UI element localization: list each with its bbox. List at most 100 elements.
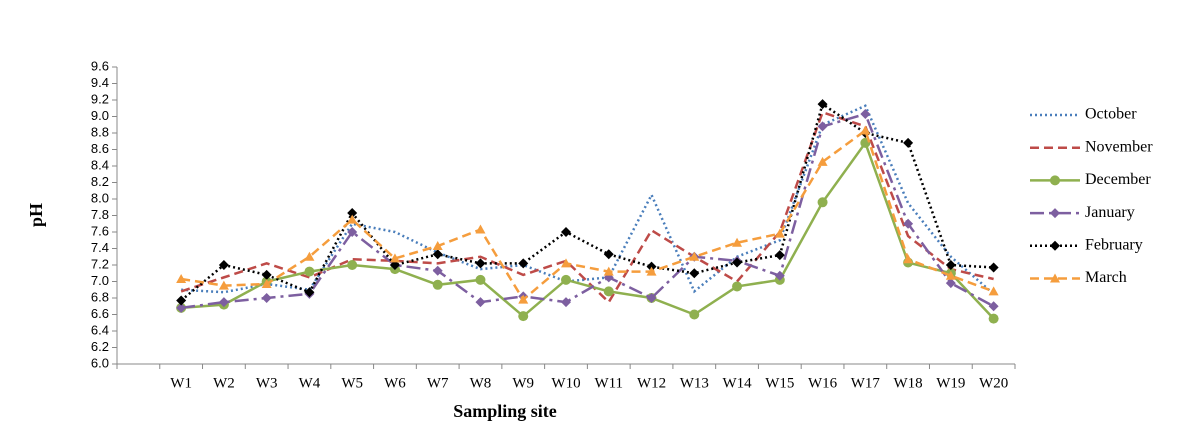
legend-marker (1050, 240, 1060, 251)
y-tick-label: 8.8 (91, 124, 109, 139)
x-tick-label: W14 (722, 375, 752, 391)
data-point (689, 268, 700, 279)
data-point (945, 260, 956, 270)
data-point (265, 261, 269, 265)
x-tick-label: W19 (936, 375, 965, 391)
data-point (432, 249, 443, 260)
data-point (992, 277, 996, 281)
x-tick-label: W9 (512, 375, 534, 391)
data-point (988, 313, 999, 324)
data-point (689, 251, 700, 261)
data-point (347, 208, 358, 219)
y-tick-label: 6.4 (91, 322, 109, 337)
y-tick-label: 8.2 (91, 174, 109, 189)
data-point (732, 237, 743, 247)
y-tick-label: 7.8 (91, 207, 109, 222)
data-point (222, 290, 226, 294)
data-point (347, 260, 358, 270)
data-point (521, 273, 525, 277)
legend-label: January (1085, 204, 1135, 221)
data-point (821, 110, 825, 114)
x-tick-label: W16 (808, 375, 838, 391)
legend-label: March (1085, 269, 1127, 286)
data-point (778, 238, 782, 242)
x-tick-label: W1 (170, 375, 192, 391)
x-tick-label: W20 (979, 375, 1008, 391)
y-axis-title: pH (26, 203, 46, 227)
x-tick-label: W3 (256, 375, 278, 391)
legend-marker (1050, 208, 1060, 219)
data-point (607, 300, 611, 304)
legend-marker (1050, 175, 1060, 186)
y-tick-label: 7.4 (91, 240, 109, 255)
data-point (518, 294, 529, 304)
series-line (180, 102, 994, 302)
data-point (988, 262, 999, 273)
legend-label: October (1085, 106, 1137, 123)
data-point (218, 297, 229, 308)
data-point (432, 241, 443, 251)
data-point (518, 258, 529, 269)
data-point (903, 254, 914, 264)
data-point (561, 274, 571, 285)
data-point (903, 137, 914, 148)
data-point (176, 302, 187, 313)
data-point (218, 280, 229, 290)
data-point (817, 156, 828, 166)
y-tick-label: 6.6 (91, 306, 109, 321)
y-tick-label: 7.0 (91, 273, 109, 288)
data-point (603, 249, 614, 260)
data-point (176, 295, 187, 306)
x-tick-label: W7 (427, 375, 449, 391)
data-point (475, 224, 486, 234)
data-point (218, 260, 229, 270)
x-tick-label: W8 (470, 375, 492, 391)
y-tick-label: 6.8 (91, 289, 109, 304)
data-point (478, 255, 482, 259)
y-tick-label: 8.0 (91, 190, 109, 205)
data-point (689, 309, 700, 320)
legend-label: February (1085, 236, 1143, 253)
data-point (518, 311, 529, 322)
data-point (261, 293, 272, 303)
data-point (988, 286, 999, 296)
data-point (732, 281, 743, 292)
series-line (181, 104, 995, 295)
data-point (561, 258, 571, 268)
y-tick-label: 6.0 (91, 355, 109, 370)
data-point (817, 121, 828, 132)
y-tick-label: 9.4 (91, 75, 109, 90)
series-line (180, 112, 995, 310)
y-tick-label: 9.6 (91, 58, 109, 73)
data-point (475, 274, 486, 285)
x-axis-title: Sampling site (453, 401, 557, 421)
series-line (180, 110, 994, 305)
data-point (949, 255, 953, 259)
data-point (222, 275, 226, 279)
data-point (436, 261, 440, 265)
data-point (906, 201, 910, 205)
y-tick-label: 9.2 (91, 91, 109, 106)
x-tick-label: W10 (551, 375, 580, 391)
y-tick-label: 7.2 (91, 256, 109, 271)
data-point (389, 253, 400, 263)
data-point (261, 278, 272, 288)
x-tick-label: W15 (765, 375, 794, 391)
data-point (304, 251, 315, 261)
data-point (432, 279, 443, 290)
legend-label: November (1085, 138, 1153, 155)
data-point (988, 301, 999, 312)
data-point (304, 266, 315, 277)
data-point (692, 289, 696, 293)
y-tick-label: 9.0 (91, 108, 109, 123)
data-point (863, 104, 867, 108)
x-tick-label: W6 (384, 375, 406, 391)
x-tick-label: W4 (299, 375, 321, 391)
data-point (945, 270, 956, 280)
data-point (774, 270, 785, 281)
data-point (603, 266, 614, 276)
data-point (646, 266, 657, 276)
data-point (261, 269, 272, 280)
data-point (347, 214, 358, 224)
